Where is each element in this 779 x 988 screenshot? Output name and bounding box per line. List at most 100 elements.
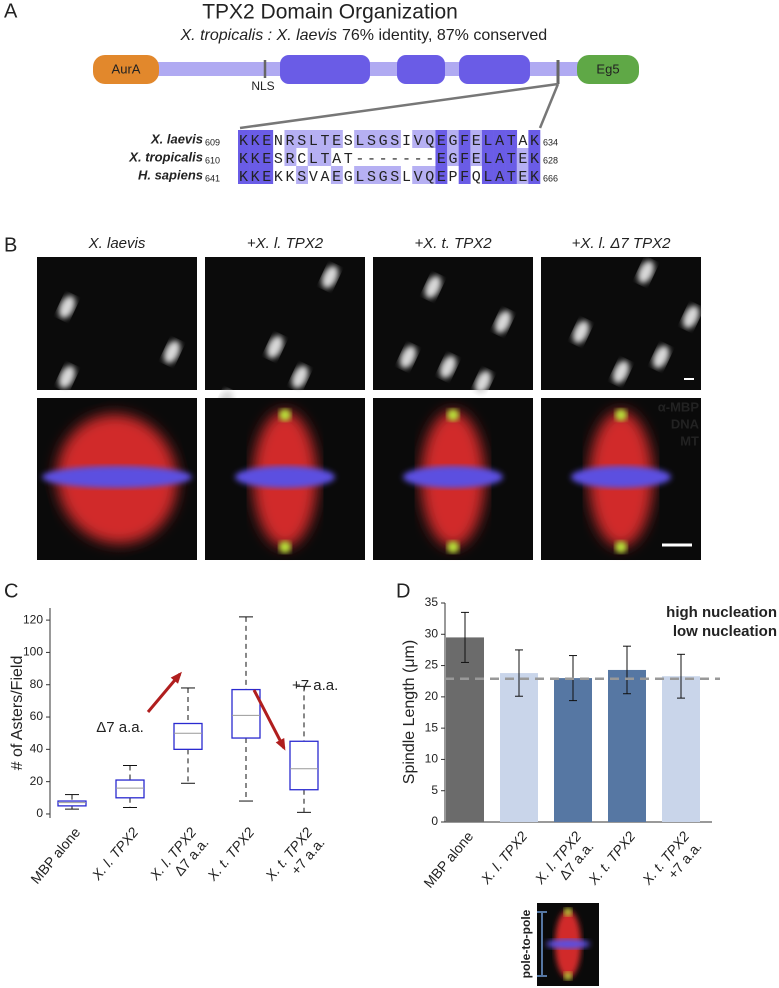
panel-label: B [4,234,17,256]
x-tick-line: X. t. TPX2 [584,828,638,888]
residue-shade [261,130,274,148]
residue-shade [307,148,320,166]
box [115,779,145,799]
aster [424,275,442,299]
column-header: X. laevis [88,235,146,252]
residue-shade [505,148,518,166]
residue-shade [249,148,262,166]
spindle-dna [403,466,503,488]
aster [439,355,457,379]
annotation: +7 a.a. [292,677,338,694]
x-tick-label: MBP alone [420,828,476,891]
residue-shade [261,166,274,184]
residue-shade [447,148,459,166]
zoom-line [538,83,560,129]
bar [608,669,646,822]
x-tick-line: MBP alone [27,824,83,887]
inset-dna [546,939,590,949]
residue-shade [377,166,390,184]
arrow-head [275,738,286,751]
y-tick-label: 40 [30,742,44,756]
x-tick-line: X. l. TPX2 [477,828,531,887]
residue-shade [481,130,494,148]
channel-legend: MT [680,433,699,448]
residue-shade [470,148,483,166]
bar [662,676,700,822]
aster [399,345,417,369]
y-axis-label: Spindle Length (μm) [401,640,418,784]
x-tick-label: X. l. TPX2Δ7 a.a. [531,828,597,898]
inset-label: pole-to-pole [519,909,533,978]
inset-pole [564,908,572,916]
x-tick-line: MBP alone [420,828,476,891]
x-tick-label: MBP alone [27,824,83,887]
residue-shade [354,166,367,184]
subtitle-species: X. tropicalis : X. laevis [180,27,338,44]
pole-mbp [447,541,459,553]
legend-entry: low nucleation [673,623,777,640]
spindle-dna [42,466,192,488]
residue-shade [435,166,448,184]
spindle-dna [235,466,335,488]
residue-shade [528,148,541,166]
micrographs: X. laevis +X. l. TPX2 +X. t. TPX2 +X. l. Δ7… [37,235,701,560]
residue-shade [249,130,262,148]
residue-shade [435,130,448,148]
residue-shade [458,130,471,148]
x-tick-line: X. t. TPX2 [203,824,257,884]
box [57,800,87,807]
species-name: X. tropicalis [128,149,203,164]
alignment: X. laevis 609 KKENRSLTESLSGSIVQEGFELATAK 63… [128,130,558,186]
eg5-domain [577,55,639,84]
start-index: 610 [205,155,220,165]
residue-shade [261,148,274,166]
annotation: Δ7 a.a. [96,719,144,736]
y-axis-label: # of Asters/Field [9,656,26,771]
y-tick-label: 120 [23,612,43,626]
species-name: X. laevis [150,131,203,146]
x-tick-line: X. l. TPX2 [88,824,142,883]
micrograph-top [37,257,197,390]
column-header: +X. l. Δ7 TPX2 [572,235,672,252]
domain-label: AurA [112,61,141,76]
end-index: 628 [543,155,558,165]
residue-shade [354,130,367,148]
residue-shade [284,130,297,148]
residue-shade [389,166,401,184]
residue-shade [307,130,320,148]
aster [474,370,492,394]
panel-label: A [4,0,18,22]
aster [682,305,700,329]
domain-block [280,55,370,84]
aster [291,365,309,389]
pole-mbp [279,541,291,553]
panel-label: D [396,580,410,602]
legend-entry: high nucleation [666,604,777,621]
aster [163,340,181,364]
residue-shade [319,148,332,166]
arrow-head [170,671,182,684]
y-tick-label: 35 [425,595,439,609]
x-tick-label: X. t. TPX2+7 a.a. [261,824,327,894]
x-tick-label: X. t. TPX2 [203,824,257,884]
pole-mbp [447,409,459,421]
y-tick-label: 100 [23,645,43,659]
spindle-dna [571,466,671,488]
aster [321,265,339,289]
residue-shade [528,130,541,148]
channel-legend: DNA [671,416,700,431]
y-tick-label: 60 [30,709,44,723]
bar [554,678,592,822]
residue-shade [412,130,425,148]
residue-shade [296,166,308,184]
residue-shade [516,166,529,184]
y-tick-label: 15 [425,720,439,734]
motif-label: NLS [251,79,274,93]
aster [58,295,76,319]
y-tick-label: 20 [425,689,439,703]
box [173,722,203,750]
residue-shade [458,166,471,184]
aster [266,335,284,359]
title: TPX2 Domain Organization [202,1,458,24]
residue-shade [412,166,425,184]
